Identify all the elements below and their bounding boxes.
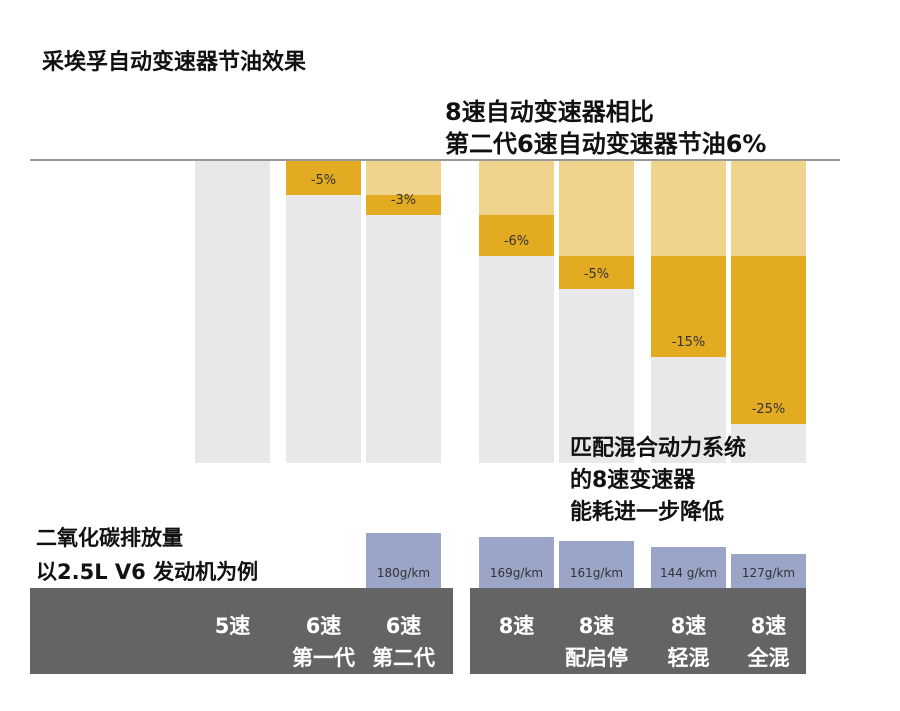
saving-segment [366,194,441,215]
x-tick-line-1: 8速 [498,614,535,638]
saving-label: -5% [310,172,337,188]
hybrid-note-line-1: 匹配混合动力系统 [570,436,747,461]
x-tick-line-2: 配启停 [565,646,628,670]
previous-saving-segment [559,161,634,256]
chart-title: 采埃孚自动变速器节油效果 [42,50,307,75]
x-tick-line-2: 第一代 [292,646,355,670]
base-bar [559,289,634,463]
x-tick-line-1: 6速 [385,614,422,638]
co2-bar [479,537,554,588]
x-tick-line-1: 5速 [214,614,251,638]
saving-segment [731,255,806,425]
saving-segment [479,215,554,256]
x-tick-label: 8速全混 [721,610,816,674]
x-tick-line-2: 第二代 [372,646,435,670]
x-tick-label: 6速第二代 [356,610,451,674]
co2-value-label: 169g/km [489,566,544,580]
co2-value-label: 127g/km [741,566,796,580]
annotation-line-1: 8速自动变速器相比 [445,98,654,126]
previous-saving-segment [651,161,726,256]
x-tick-label: 8速轻混 [641,610,736,674]
x-tick-line-1: 6速 [305,614,342,638]
co2-bar [559,540,634,588]
x-tick-line-1: 8速 [750,614,787,638]
baseline-top [30,159,840,161]
x-tick-line-2: 全混 [747,646,790,670]
x-tick-label: 5速 [185,610,280,642]
saving-label: -6% [503,233,530,249]
saving-segment [651,255,726,357]
previous-saving-segment [731,161,806,256]
saving-segment [286,161,361,195]
co2-value-label: 161g/km [569,566,624,580]
saving-label: -25% [751,402,786,418]
co2-bar [731,554,806,588]
co2-value-label: 180g/km [376,566,431,580]
base-bar [286,194,361,463]
x-tick-line-1: 8速 [578,614,615,638]
base-bar [195,161,270,463]
base-bar [366,215,441,463]
category-band-right [470,588,806,674]
saving-segment [559,255,634,290]
saving-label: -15% [671,334,706,350]
saving-label: -3% [390,193,417,208]
previous-saving-segment [366,161,441,195]
co2-value-label: 144 g/km [659,566,718,580]
co2-label-line-1: 二氧化碳排放量 [36,526,183,550]
x-tick-line-2: 轻混 [667,646,710,670]
x-tick-label: 6速第一代 [276,610,371,674]
co2-label-line-2: 以2.5L V6 发动机为例 [36,560,259,584]
base-bar [479,255,554,463]
category-band-left [30,588,453,674]
base-bar [731,424,806,463]
hybrid-note-line-2: 的8速变速器 [570,468,696,493]
previous-saving-segment [479,161,554,215]
co2-bar [651,547,726,588]
annotation-line-2: 第二代6速自动变速器节油6% [445,130,767,158]
x-tick-label: 8速 [469,610,564,642]
hybrid-note-line-3: 能耗进一步降低 [570,500,725,525]
saving-label: -5% [583,267,610,283]
co2-bar [366,533,441,588]
base-bar [651,356,726,463]
x-tick-line-1: 8速 [670,614,707,638]
x-tick-label: 8速配启停 [549,610,644,674]
